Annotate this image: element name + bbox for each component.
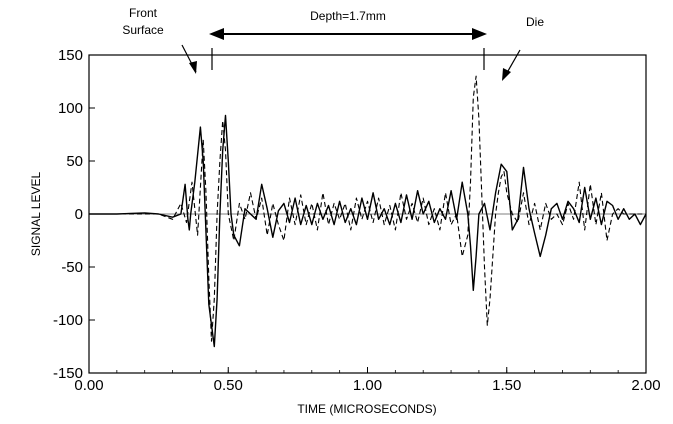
depth-arrowhead-left <box>209 28 224 40</box>
depth-arrowhead-right <box>472 28 487 40</box>
annotation-depth: Depth=1.7mm <box>310 9 386 23</box>
annotation-die: Die <box>526 15 544 29</box>
x-tick-label: 0.00 <box>74 377 103 394</box>
y-axis-title: SIGNAL LEVEL <box>29 172 43 257</box>
y-tick-label: -50 <box>61 259 83 276</box>
y-tick-label: 100 <box>58 100 83 117</box>
y-tick-label: 150 <box>58 47 83 64</box>
y-tick-label: 50 <box>66 153 83 170</box>
x-tick-label: 1.00 <box>353 377 382 394</box>
y-tick-label: -100 <box>53 312 83 329</box>
x-axis: 0.00 0.50 1.00 1.50 2.00 <box>74 367 661 394</box>
x-tick-label: 1.50 <box>492 377 521 394</box>
y-tick-label: -150 <box>53 365 83 382</box>
series-layer <box>89 75 647 348</box>
y-tick-label: 0 <box>75 206 83 223</box>
dashed-signal-line <box>89 75 646 342</box>
die-arrowhead <box>502 68 511 81</box>
front-surface-arrowhead <box>189 61 197 74</box>
x-axis-title: TIME (MICROSECONDS) <box>297 402 436 416</box>
solid-signal-line <box>89 114 647 348</box>
y-axis: 150 100 50 0 -50 -100 -150 <box>53 47 95 382</box>
x-tick-label: 0.50 <box>214 377 243 394</box>
annotation-surface: Surface <box>122 23 164 37</box>
x-tick-label: 2.00 <box>631 377 660 394</box>
annotation-front: Front <box>129 6 158 20</box>
